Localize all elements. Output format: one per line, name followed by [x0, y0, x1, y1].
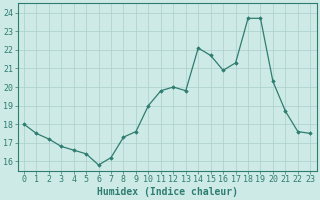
X-axis label: Humidex (Indice chaleur): Humidex (Indice chaleur) [97, 186, 237, 197]
